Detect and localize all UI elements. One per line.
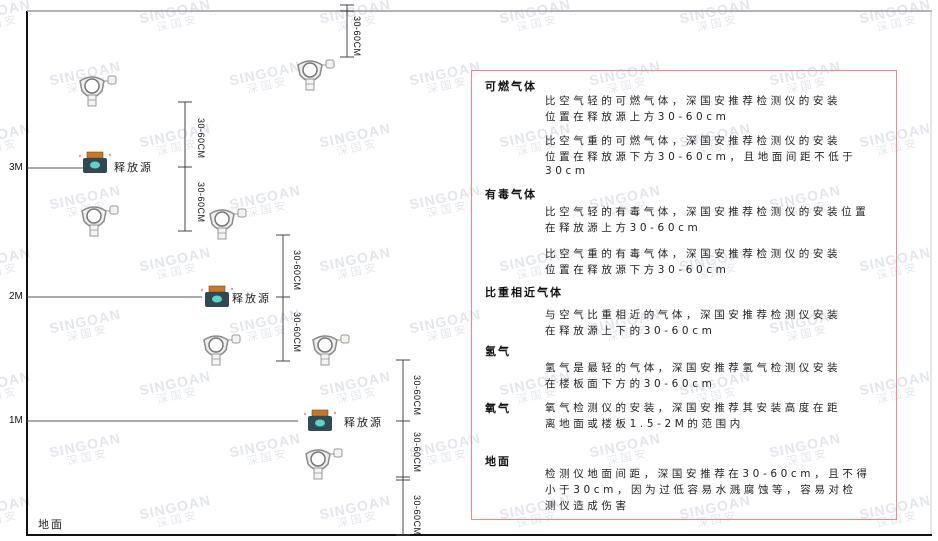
dimension-label: 30-60CM bbox=[352, 16, 362, 57]
section-text-line: 离地面或楼板1.5-2M的范围内 bbox=[545, 418, 744, 430]
installation-guide-box bbox=[471, 70, 897, 520]
release-source-icon bbox=[303, 409, 337, 431]
detector-ring bbox=[317, 337, 333, 353]
detector-sensor bbox=[231, 334, 241, 344]
detector-ring bbox=[84, 78, 100, 94]
detector-sensor bbox=[340, 334, 350, 344]
gas-detector-icon bbox=[209, 208, 247, 240]
section-text-line: 位置在释放源下方30-60cm bbox=[545, 264, 730, 276]
detector-ring bbox=[302, 62, 318, 78]
dimension-label: 30-60CM bbox=[412, 432, 422, 473]
dimension-lines bbox=[178, 4, 410, 536]
section-text-line: 在释放源上下的30-60cm bbox=[545, 325, 716, 337]
source-spark bbox=[200, 288, 204, 292]
section-text-line: 与空气比重相近的气体，深国安推荐检测仪安装 bbox=[545, 309, 842, 321]
source-spark bbox=[230, 287, 234, 291]
release-source-icon bbox=[200, 285, 234, 307]
dimension-line bbox=[178, 101, 192, 232]
section-title: 氢气 bbox=[485, 345, 511, 358]
gas-detector-icon bbox=[81, 205, 119, 237]
source-gas-mark bbox=[315, 419, 325, 427]
gas-detector-icon bbox=[312, 334, 350, 366]
source-spark bbox=[333, 411, 337, 415]
detector-base bbox=[87, 94, 97, 107]
section-title: 有毒气体 bbox=[485, 188, 537, 201]
source-cap bbox=[86, 151, 104, 159]
section-text-line: 在楼板面下方的30-60cm bbox=[545, 378, 716, 390]
detector-base bbox=[313, 467, 323, 480]
section-text-line: 30cm bbox=[545, 165, 589, 177]
ground-label: 地面 bbox=[38, 518, 64, 531]
section-text-line: 比空气重的可燃气体，深国安推荐检测仪的安装 bbox=[545, 135, 842, 147]
dimension-label: 30-60CM bbox=[292, 312, 302, 353]
gas-detector-icon bbox=[297, 59, 335, 91]
dimension-line bbox=[396, 359, 410, 536]
source-spark bbox=[108, 153, 112, 157]
level-label-1m: 1M bbox=[9, 415, 23, 426]
detector-ring bbox=[208, 337, 224, 353]
section-text-line: 位置在释放源下方30-60cm，且地面间距不低于 bbox=[545, 151, 857, 163]
section-text-line: 比空气轻的可燃气体，深国安推荐检测仪的安装 bbox=[545, 95, 842, 107]
detector-base bbox=[305, 78, 315, 91]
section-text-line: 在释放源上方30-60cm bbox=[545, 222, 702, 234]
dimension-label: 30-60CM bbox=[196, 118, 206, 159]
source-gas-mark bbox=[90, 161, 100, 169]
section-title: 可燃气体 bbox=[485, 80, 537, 93]
dimension-label: 30-60CM bbox=[412, 375, 422, 416]
dimension-line bbox=[276, 234, 290, 362]
release-source-icon bbox=[78, 151, 112, 173]
level-label-2m: 2M bbox=[9, 291, 23, 302]
release-source-label: 释放源 bbox=[344, 416, 383, 429]
detector-sensor bbox=[325, 59, 335, 69]
source-cap bbox=[208, 285, 226, 293]
source-spark bbox=[78, 154, 82, 158]
dimension-label: 30-60CM bbox=[292, 250, 302, 291]
section-title: 比重相近气体 bbox=[485, 286, 563, 299]
dimension-line bbox=[340, 4, 354, 58]
section-text-line: 氢气是最轻的气体，深国安推荐氢气检测仪安装 bbox=[545, 362, 842, 374]
dimension-label: 30-60CM bbox=[196, 182, 206, 223]
section-text-line: 小于30cm，因为过低容易水溅腐蚀等，容易对检 bbox=[545, 484, 857, 496]
detector-sensor bbox=[109, 205, 119, 215]
gas-detector-icon bbox=[79, 75, 117, 107]
detector-base bbox=[89, 224, 99, 237]
section-title: 氧气 bbox=[485, 402, 511, 415]
source-gas-mark bbox=[212, 295, 222, 303]
section-text-line: 位置在释放源上方30-60cm bbox=[545, 111, 730, 123]
section-text-line: 比空气重的有毒气体，深国安推荐检测仪的安装 bbox=[545, 248, 842, 260]
source-spark bbox=[303, 412, 307, 416]
section-text-line: 测仪造成伤害 bbox=[545, 500, 630, 512]
gas-detector-icon bbox=[305, 448, 343, 480]
section-text-line: 比空气轻的有毒气体，深国安推荐检测仪的安装位置 bbox=[545, 206, 870, 218]
detector-sensor bbox=[237, 208, 247, 218]
section-text-line: 氧气检测仪的安装，深国安推荐其安装高度在距 bbox=[545, 402, 842, 414]
gas-detector-icon bbox=[203, 334, 241, 366]
detector-ring bbox=[310, 451, 326, 467]
source-cap bbox=[311, 409, 329, 417]
section-title: 地面 bbox=[485, 455, 511, 468]
detector-sensor bbox=[333, 448, 343, 458]
detector-sensor bbox=[107, 75, 117, 85]
level-label-3m: 3M bbox=[9, 162, 23, 173]
detector-base bbox=[320, 353, 330, 366]
release-source-label: 释放源 bbox=[114, 161, 153, 174]
detector-ring bbox=[86, 208, 102, 224]
detector-base bbox=[217, 227, 227, 240]
dimension-label: 30-60CM bbox=[412, 495, 422, 536]
detector-ring bbox=[214, 211, 230, 227]
icons bbox=[78, 59, 350, 480]
release-source-label: 释放源 bbox=[232, 292, 271, 305]
section-text-line: 检测仪地面间距，深国安推荐在30-60cm，且不得 bbox=[545, 468, 871, 480]
detector-base bbox=[211, 353, 221, 366]
